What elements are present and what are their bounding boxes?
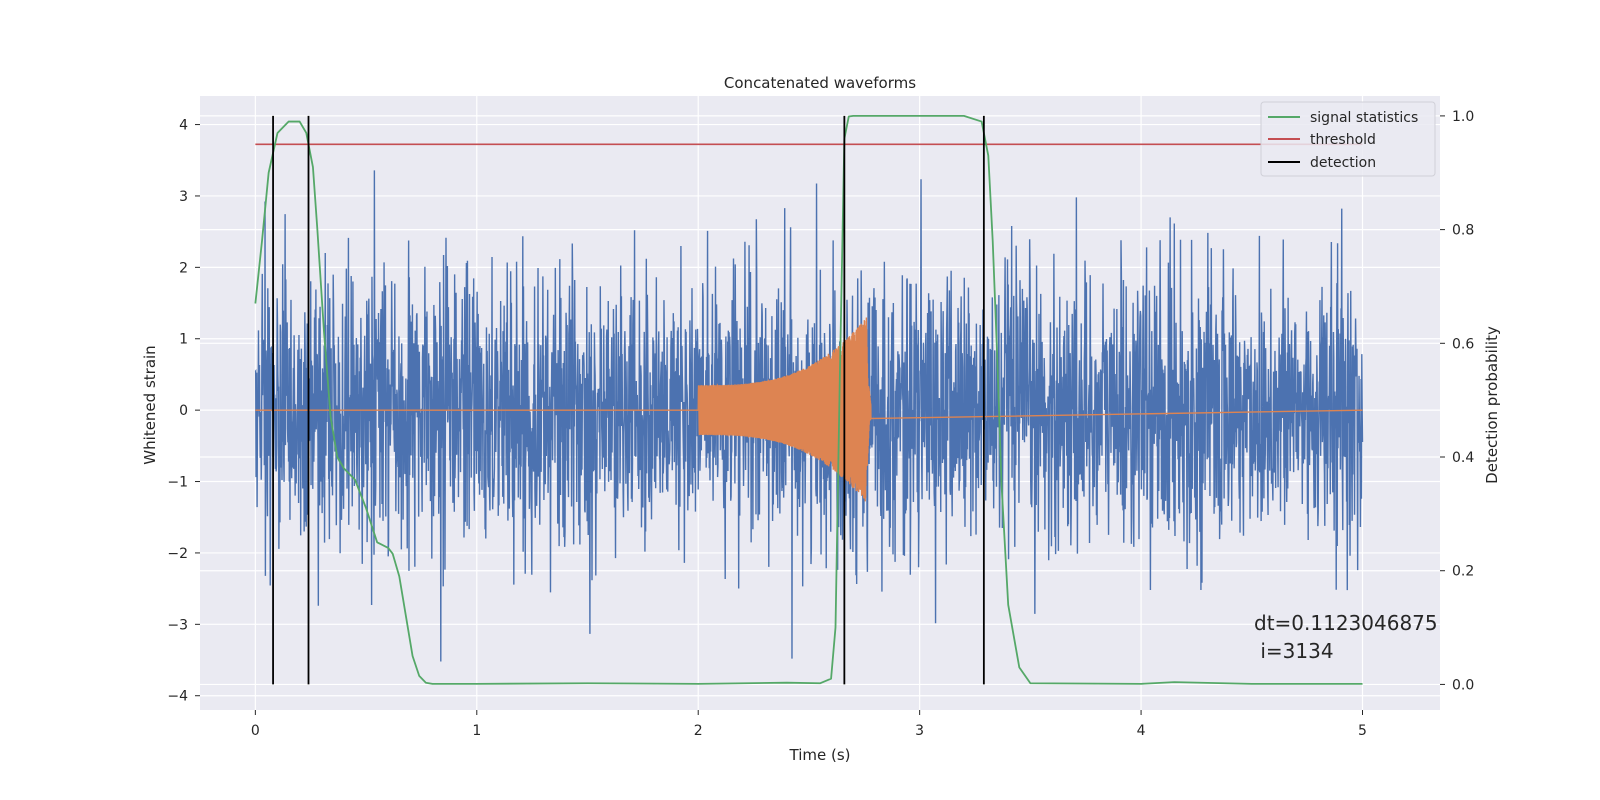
legend-label-signal-statistics: signal statistics xyxy=(1310,110,1418,126)
series-layer xyxy=(254,115,1364,685)
y-right-tick-label: 0.6 xyxy=(1452,336,1474,352)
y-right-tick-label: 0.2 xyxy=(1452,564,1474,580)
legend-label-threshold: threshold xyxy=(1310,132,1376,148)
y-left-tick-label: 0 xyxy=(179,403,188,419)
legend-box xyxy=(1260,101,1436,177)
y-left-tick-label: 1 xyxy=(179,332,188,348)
x-axis-label: Time (s) xyxy=(789,746,851,764)
y-left-tick-label: 3 xyxy=(179,189,188,205)
template-series-line xyxy=(255,317,1363,502)
y-left-tick-label: 4 xyxy=(179,118,188,134)
y-axis-label-right: Detection probability xyxy=(1483,326,1501,484)
y-right-tick-label: 0.0 xyxy=(1452,677,1474,693)
chart-title: Concatenated waveforms xyxy=(724,74,916,92)
legend: signal statistics threshold detection xyxy=(1260,101,1436,177)
y-left-tick-label: 2 xyxy=(179,260,188,276)
x-tick-label: 0 xyxy=(251,723,260,739)
y-left-tick-label: −1 xyxy=(167,475,188,491)
x-tick-label: 2 xyxy=(694,723,703,739)
y-left-tick-label: −3 xyxy=(167,617,188,633)
ticks: 0 1 2 3 4 5 −4 −3 −2 −1 0 1 2 3 4 0.0 0.2 0.4 0.6 0.8 1.0 xyxy=(167,109,1474,739)
x-tick-label: 5 xyxy=(1358,723,1367,739)
x-tick-label: 1 xyxy=(472,723,481,739)
legend-label-detection: detection xyxy=(1310,155,1376,171)
y-right-tick-label: 1.0 xyxy=(1452,109,1474,125)
y-left-tick-label: −2 xyxy=(167,546,188,562)
x-tick-label: 4 xyxy=(1137,723,1146,739)
annotation-dt: dt=0.1123046875 xyxy=(1254,611,1438,635)
y-left-tick-label: −4 xyxy=(167,689,188,705)
y-axis-label-left: Whitened strain xyxy=(141,345,159,464)
signal-statistics-line xyxy=(254,115,1363,685)
annotation-i: i=3134 xyxy=(1254,639,1334,663)
y-right-tick-label: 0.8 xyxy=(1452,223,1474,239)
y-right-tick-label: 0.4 xyxy=(1452,450,1474,466)
x-tick-label: 3 xyxy=(915,723,924,739)
